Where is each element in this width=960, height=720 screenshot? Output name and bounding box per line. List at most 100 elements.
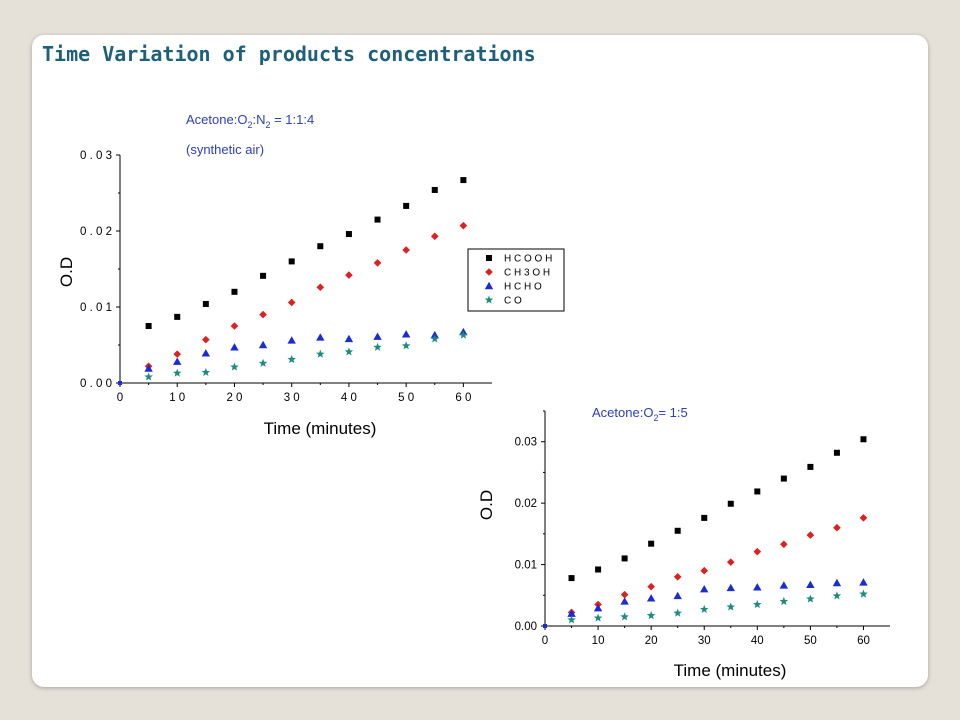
chart2-point-diamond <box>700 566 709 575</box>
chart2-point-triangle <box>700 584 709 593</box>
chart2-point-square <box>860 436 867 443</box>
chart2-point-square <box>727 500 734 507</box>
chart2-point-square <box>701 514 708 521</box>
chart2-y-tick-label: 0.03 <box>515 437 537 449</box>
chart2-point-triangle <box>726 583 735 592</box>
chart2-point-star <box>567 615 576 624</box>
chart2-y-tick-label: 0.02 <box>515 498 537 510</box>
chart1-point-star <box>258 358 268 367</box>
chart1-point-star <box>230 362 239 371</box>
chart1-y-tick-label: 0 . 0 0 <box>80 378 112 390</box>
chart2-point-diamond <box>780 540 788 549</box>
chart2-point-square <box>780 475 787 482</box>
chart2-point-star <box>832 591 842 600</box>
chart2-point-star <box>699 604 709 614</box>
chart2-point-triangle <box>859 578 868 586</box>
chart2-x-tick-label: 50 <box>804 635 817 647</box>
chart2-series-star <box>567 589 868 624</box>
chart2-point-square <box>807 463 814 470</box>
chart1-y-axis-title: O.D <box>57 257 76 287</box>
chart1-point-triangle <box>173 357 182 365</box>
chart1-point-star <box>201 367 211 376</box>
chart1-origin-point <box>118 381 122 385</box>
chart1-point-triangle <box>258 340 268 349</box>
chart1-x-tick-label: 5 0 <box>398 392 414 404</box>
chart1-series-triangle <box>144 327 468 372</box>
chart1-point-square <box>288 258 295 265</box>
chart1-point-square <box>202 300 209 307</box>
chart1-legend-marker-star <box>484 295 494 304</box>
chart1-point-star <box>344 347 354 356</box>
chart2-point-square <box>621 555 628 562</box>
chart2-x-tick-label: 60 <box>857 635 870 647</box>
chart1-series-square <box>145 177 467 329</box>
chart2-x-tick-label: 10 <box>592 635 605 647</box>
chart1-legend-label: H C H O <box>504 282 542 293</box>
chart1-point-star <box>316 349 325 358</box>
chart2-origin-point <box>543 624 547 628</box>
chart1-legend-marker-triangle <box>484 281 494 290</box>
chart2-point-star <box>859 589 868 598</box>
chart1-point-diamond <box>287 298 296 307</box>
chart2-point-square <box>674 527 681 534</box>
chart1-point-triangle <box>287 336 296 344</box>
slide-title: Time Variation of products concentration… <box>42 42 536 66</box>
chart2-series-diamond <box>567 514 868 617</box>
chart1-annotation-composition: Acetone:O2:N2 = 1:1:4 <box>186 112 314 130</box>
chart1-point-diamond <box>459 221 468 230</box>
chart2-point-star <box>726 602 736 611</box>
chart1-point-diamond <box>259 310 267 319</box>
chart1-x-tick-label: 2 0 <box>226 392 242 404</box>
chart2-point-triangle <box>620 597 629 605</box>
chart2-y-tick-label: 0.01 <box>515 560 537 572</box>
chart1-x-tick-label: 3 0 <box>284 392 300 404</box>
chart2-point-triangle <box>567 609 576 617</box>
chart1-point-diamond <box>316 283 325 292</box>
chart1-point-triangle <box>316 333 325 341</box>
chart2-point-diamond <box>753 547 762 556</box>
chart2-annotation-composition: Acetone:O2= 1:5 <box>592 405 688 423</box>
chart2-point-diamond <box>859 514 868 522</box>
chart1-point-diamond <box>345 271 353 279</box>
chart1-point-star <box>401 341 411 350</box>
chart1-point-star <box>287 354 296 364</box>
chart2-series-square <box>568 436 867 582</box>
chart1-point-triangle <box>373 332 382 340</box>
chart1-point-star <box>459 330 468 339</box>
chart1-legend-box <box>467 248 565 312</box>
chart1-point-star <box>373 342 382 351</box>
chart1-legend-label: C H 3 O H <box>504 268 550 279</box>
chart2-point-star <box>753 600 762 609</box>
chart1-legend-marker-diamond <box>485 268 493 276</box>
chart2-point-triangle <box>753 583 762 591</box>
chart1-point-square <box>231 288 238 295</box>
chart1-point-diamond <box>430 232 439 241</box>
chart2-x-tick-label: 20 <box>645 635 658 647</box>
chart2-x-axis-title: Time (minutes) <box>674 661 787 680</box>
chart1-axes: 0 1 0 2 0 3 0 4 0 5 0 6 0 0 . 0 0 0 . 0 1 0 . 0 2… <box>80 150 492 404</box>
chart2-point-triangle <box>593 603 603 612</box>
chart1-point-star <box>144 372 153 381</box>
chart2-point-star <box>620 612 629 621</box>
chart1-x-axis-title: Time (minutes) <box>264 419 377 438</box>
chart1-point-diamond <box>202 335 210 344</box>
chart1-point-square <box>174 313 181 320</box>
chart1-x-tick-label: 4 0 <box>341 392 357 404</box>
chart1-point-diamond <box>173 350 182 358</box>
chart1-point-square <box>345 231 352 238</box>
chart1-x-tick-label: 1 0 <box>169 392 185 404</box>
chart2-point-diamond <box>806 531 815 539</box>
chart2-point-square <box>568 575 575 582</box>
chart2-point-star <box>673 608 682 617</box>
chart2-point-star <box>806 594 815 603</box>
chart1-point-diamond <box>402 246 410 254</box>
chart2-point-triangle <box>806 580 815 589</box>
chart1-series-star <box>144 330 468 381</box>
chart2-y-tick-label: 0.00 <box>515 621 537 633</box>
chart1-point-diamond <box>230 322 239 330</box>
chart2-point-triangle <box>779 581 789 589</box>
chart1-point-square <box>317 243 324 250</box>
chart2-point-star <box>646 611 656 620</box>
chart1-point-triangle <box>144 364 153 372</box>
chart1-legend-label: H C O O H <box>504 254 552 265</box>
